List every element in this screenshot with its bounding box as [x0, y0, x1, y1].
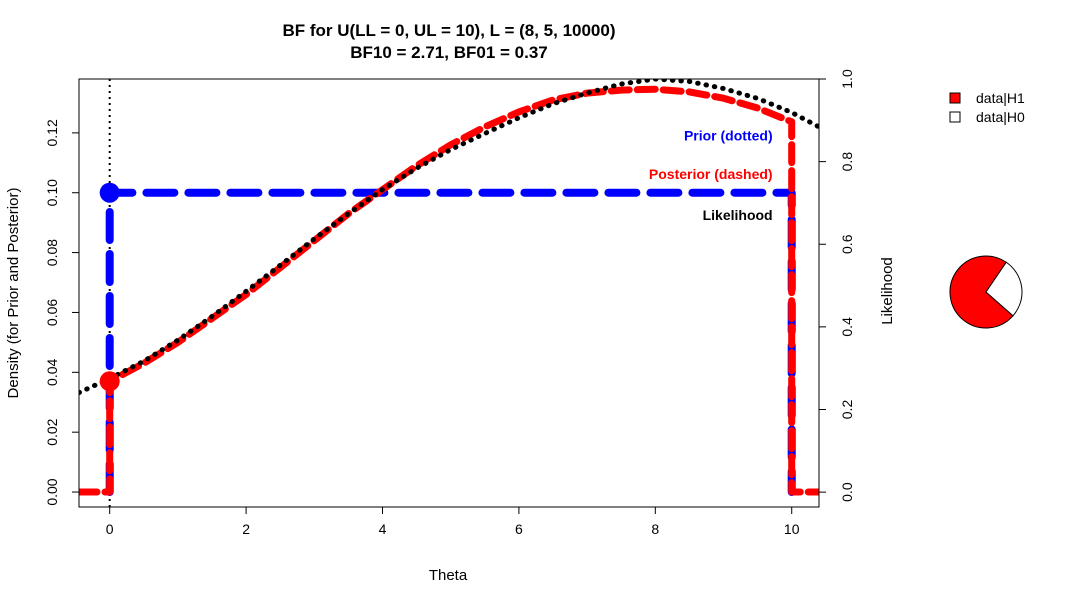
legend-label-h1: data|H1	[976, 90, 1025, 106]
y-left-tick-label: 0.00	[44, 478, 60, 505]
series-annotation-0: Prior (dotted)	[684, 128, 773, 144]
legend-swatch-h1	[949, 92, 961, 104]
y-right-axis-label: Likelihood	[879, 257, 896, 325]
likelihood-series-line	[79, 79, 819, 396]
series-layer	[79, 79, 819, 507]
x-tick-label: 2	[242, 521, 250, 537]
y-right-tick-label: 0.2	[839, 400, 855, 420]
x-tick-label: 8	[651, 521, 659, 537]
prior-at-zero-point	[99, 182, 120, 203]
y-left-tick-label: 0.04	[44, 358, 60, 385]
y-left-tick-label: 0.12	[44, 119, 60, 146]
x-tick-label: 10	[784, 521, 800, 537]
y-left-tick-label: 0.08	[44, 239, 60, 266]
pie-chart	[949, 255, 1023, 329]
series-annotation-1: Posterior (dashed)	[649, 166, 773, 182]
chart-title: BF for U(LL = 0, UL = 10), L = (8, 5, 10…	[282, 21, 615, 40]
x-tick-label: 0	[106, 521, 114, 537]
y-right-axis: 0.0 0.2 0.4 0.6 0.8 1.0	[818, 69, 855, 502]
x-axis-label: Theta	[429, 567, 468, 584]
x-tick-label: 6	[515, 521, 523, 537]
legend-swatch-h0	[949, 111, 961, 123]
pie-slice-1	[985, 261, 1023, 317]
legend: data|H1 data|H0	[949, 90, 1025, 125]
chart-subtitle: BF10 = 2.71, BF01 = 0.37	[350, 43, 548, 62]
y-left-axis: 0.00 0.02 0.04 0.06 0.08 0.10 0.12	[44, 119, 80, 506]
y-right-tick-label: 0.6	[839, 234, 855, 254]
legend-label-h0: data|H0	[976, 109, 1025, 125]
y-left-tick-label: 0.10	[44, 179, 60, 206]
prior-series-line	[105, 188, 796, 496]
y-right-tick-label: 0.8	[839, 152, 855, 172]
plot-area	[79, 79, 819, 507]
y-left-axis-label: Density (for Prior and Posterior)	[5, 188, 22, 399]
y-right-tick-label: 0.0	[839, 482, 855, 502]
y-left-tick-label: 0.02	[44, 418, 60, 445]
pie-slice-0	[949, 255, 1014, 329]
x-tick-label: 4	[379, 521, 387, 537]
y-left-tick-label: 0.06	[44, 299, 60, 326]
points-layer	[99, 182, 120, 392]
x-axis: 0 2 4 6 8 10	[106, 506, 800, 537]
posterior-at-zero-point	[99, 371, 120, 392]
y-right-tick-label: 1.0	[839, 69, 855, 89]
annotation-layer: Prior (dotted) Posterior (dashed) Likeliho…	[649, 128, 773, 223]
y-right-tick-label: 0.4	[839, 317, 855, 337]
series-annotation-2: Likelihood	[703, 207, 773, 223]
